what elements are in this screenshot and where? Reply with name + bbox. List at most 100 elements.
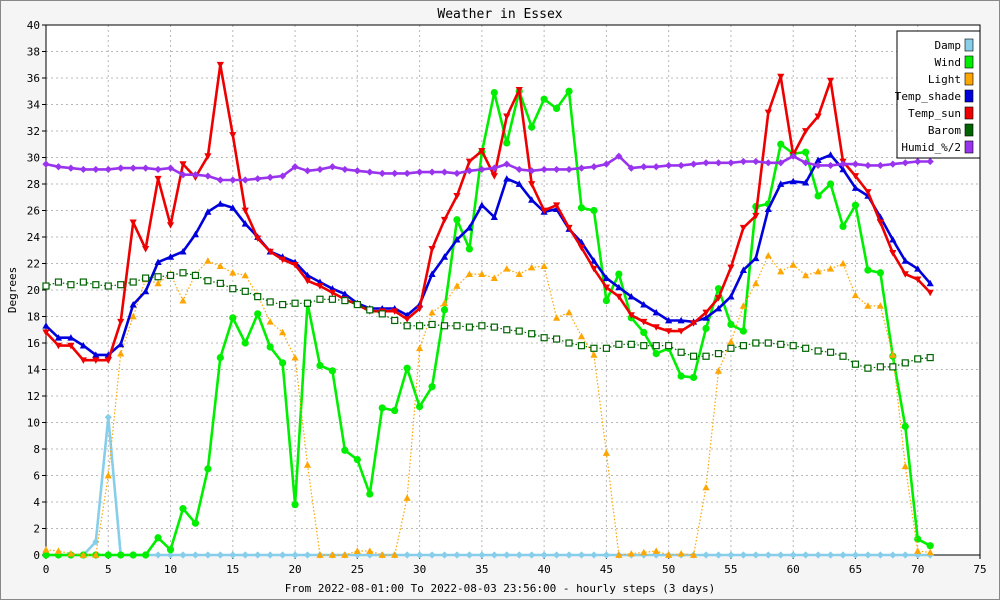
data-point	[739, 266, 747, 274]
y-tick-label: 12	[27, 390, 40, 403]
data-point	[279, 328, 287, 336]
legend-label: Barom	[928, 124, 961, 137]
data-point	[540, 165, 548, 174]
data-point	[739, 327, 747, 335]
x-tick-label: 40	[538, 563, 551, 576]
y-tick-label: 0	[33, 549, 40, 562]
data-point	[428, 551, 436, 559]
data-point	[689, 352, 698, 360]
data-point	[503, 113, 511, 121]
data-point	[191, 271, 200, 280]
data-point	[839, 259, 847, 267]
data-point	[901, 462, 909, 470]
data-point	[615, 270, 623, 278]
data-point	[577, 332, 586, 340]
data-point	[291, 299, 299, 307]
data-point	[926, 157, 934, 166]
data-point	[303, 299, 312, 307]
data-point	[440, 253, 449, 260]
data-point	[540, 95, 548, 103]
data-point	[353, 547, 361, 554]
data-point	[802, 271, 810, 279]
data-point	[652, 342, 660, 350]
data-point	[465, 224, 474, 231]
data-point	[802, 179, 810, 186]
legend-swatch	[964, 89, 974, 103]
x-tick-label: 60	[787, 563, 800, 576]
data-point	[565, 308, 573, 316]
data-point	[54, 278, 63, 286]
data-point	[291, 261, 299, 269]
data-point	[316, 295, 324, 303]
y-tick-label: 20	[27, 284, 40, 297]
data-point	[552, 335, 561, 343]
data-point	[665, 328, 673, 335]
data-point	[814, 347, 822, 355]
x-tick-label: 65	[849, 563, 862, 576]
data-point	[42, 546, 50, 553]
data-point	[752, 157, 760, 166]
data-point	[341, 165, 349, 174]
data-point	[129, 219, 137, 227]
data-point	[366, 306, 374, 314]
data-point	[142, 164, 150, 172]
data-point	[590, 344, 598, 352]
y-tick-label: 30	[27, 152, 40, 165]
data-point	[627, 550, 635, 557]
data-point	[154, 175, 162, 183]
data-point	[665, 316, 673, 324]
data-point	[528, 196, 536, 203]
data-point	[92, 538, 100, 546]
data-point	[316, 361, 324, 370]
data-point	[889, 551, 897, 559]
y-tick-label: 2	[33, 523, 40, 536]
data-point	[565, 224, 573, 232]
y-tick-label: 32	[27, 125, 40, 138]
data-point	[416, 344, 424, 352]
data-point	[864, 551, 872, 559]
data-point	[652, 324, 660, 331]
data-point	[515, 180, 523, 187]
data-point	[154, 165, 162, 174]
data-point	[814, 113, 822, 121]
data-point	[79, 357, 87, 364]
data-point	[391, 551, 399, 558]
data-point	[876, 302, 884, 309]
data-point	[104, 413, 112, 421]
data-point	[640, 548, 648, 556]
data-point	[216, 279, 224, 287]
data-point	[727, 320, 735, 329]
data-point	[129, 278, 137, 286]
data-point	[864, 364, 872, 372]
data-point	[254, 293, 262, 301]
data-point	[901, 359, 909, 367]
x-axis-label: From 2022-08-01:00 To 2022-08-03 23:56:0…	[285, 582, 715, 595]
data-point	[590, 206, 598, 215]
data-point	[590, 551, 598, 559]
data-point	[914, 355, 922, 363]
data-point	[826, 180, 835, 188]
x-tick-label: 25	[351, 563, 364, 576]
data-point	[777, 73, 785, 81]
data-point	[602, 160, 610, 168]
data-point	[191, 230, 200, 238]
y-tick-label: 10	[27, 417, 40, 430]
y-tick-label: 14	[27, 364, 41, 377]
data-point	[478, 322, 486, 330]
x-tick-label: 50	[662, 563, 675, 576]
data-point	[914, 535, 922, 543]
data-point	[802, 159, 810, 167]
data-point	[640, 342, 648, 350]
x-tick-label: 30	[413, 563, 426, 576]
data-point	[702, 314, 710, 321]
data-point	[478, 147, 486, 155]
data-point	[254, 310, 262, 318]
x-tick-label: 75	[973, 563, 986, 576]
data-point	[714, 159, 723, 167]
data-point	[341, 551, 349, 558]
data-point	[465, 551, 474, 559]
data-point	[279, 172, 287, 180]
data-point	[179, 247, 187, 255]
data-point	[677, 328, 685, 335]
